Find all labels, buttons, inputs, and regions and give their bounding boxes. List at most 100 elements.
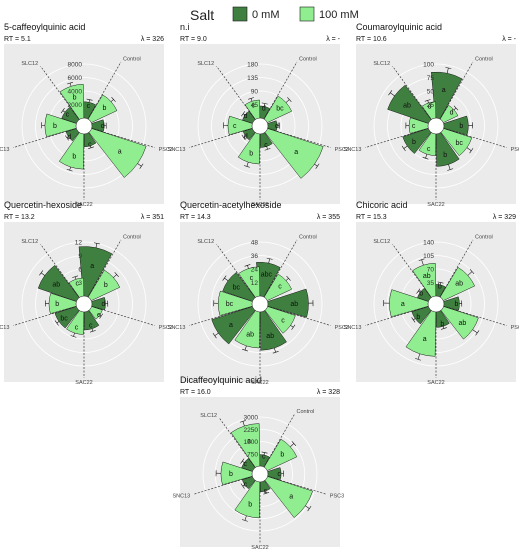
grid-circle xyxy=(21,241,147,367)
error-cap xyxy=(261,102,268,105)
error-cap xyxy=(239,420,246,423)
category-label: Control xyxy=(299,234,317,240)
category-label: Control xyxy=(297,409,315,415)
category-label: SAC22 xyxy=(427,380,444,386)
error-cap xyxy=(445,67,452,69)
category-label: SNC13 xyxy=(0,325,9,331)
error-bar xyxy=(40,272,45,276)
error-cap xyxy=(422,157,429,160)
grid-circle xyxy=(373,63,499,189)
significance-letter: c xyxy=(277,471,281,478)
error-cap xyxy=(54,320,59,326)
error-cap xyxy=(86,98,93,101)
error-bar xyxy=(246,162,249,167)
significance-letter: b xyxy=(53,123,57,130)
panel-rt: RT = 10.6 xyxy=(356,36,387,43)
category-label: Control xyxy=(123,56,141,62)
error-bar xyxy=(250,98,253,102)
category-label: SAC22 xyxy=(427,202,444,208)
error-cap xyxy=(240,458,245,464)
significance-letter: ab xyxy=(455,281,463,288)
tick-label: 3 xyxy=(78,280,82,287)
tick-label: 3000 xyxy=(244,415,259,422)
error-bar xyxy=(403,145,408,149)
significance-letter: bc xyxy=(226,301,234,308)
error-bar xyxy=(99,314,102,317)
error-bar xyxy=(91,328,94,332)
center-hole xyxy=(75,295,93,313)
error-cap xyxy=(248,97,254,100)
tick-label: 1500 xyxy=(244,439,259,446)
significance-letter: a xyxy=(247,438,251,445)
tick-label: 9 xyxy=(78,253,82,260)
error-cap xyxy=(437,281,444,284)
category-label: PSC3 xyxy=(511,147,519,153)
error-bar xyxy=(214,332,219,336)
error-cap xyxy=(241,111,246,117)
significance-letter: b xyxy=(55,301,59,308)
significance-letter: b xyxy=(104,282,108,289)
significance-letter: d xyxy=(101,123,105,130)
panel-lambda: λ = 329 xyxy=(493,214,516,221)
error-cap xyxy=(70,335,77,338)
significance-letter: d xyxy=(244,113,248,120)
significance-letter: ab xyxy=(423,273,431,280)
panel-rt: RT = 15.3 xyxy=(356,214,387,221)
error-bar xyxy=(268,258,270,264)
significance-letter: c xyxy=(66,111,70,118)
significance-letter: bc xyxy=(233,284,241,291)
significance-letter: c xyxy=(278,284,282,291)
tick-label: 140 xyxy=(423,240,434,247)
significance-letter: b xyxy=(249,151,253,158)
tick-label: 6 xyxy=(78,267,82,274)
grid-circle xyxy=(197,241,323,367)
error-bar xyxy=(285,99,290,103)
center-hole xyxy=(427,295,445,313)
significance-letter: ab xyxy=(290,301,298,308)
error-cap xyxy=(315,163,320,169)
significance-letter: a xyxy=(401,301,405,308)
significance-letter: b xyxy=(416,314,420,321)
panel-5: Chicoric acid RT = 15.3 λ = 329 Control PSC3… xyxy=(344,200,519,386)
category-label: Control xyxy=(475,56,493,62)
tick-label: 180 xyxy=(247,62,258,69)
significance-letter: ab xyxy=(246,332,254,339)
panel-3: Quercetin-hexoside RT = 13.2 λ = 351 Contro… xyxy=(0,200,173,386)
category-label: PSC3 xyxy=(335,147,349,153)
error-cap xyxy=(212,333,217,339)
category-label: Control xyxy=(475,234,493,240)
significance-letter: a xyxy=(118,148,122,155)
error-bar xyxy=(390,92,395,97)
error-cap xyxy=(72,275,79,278)
tick-label: 24 xyxy=(251,267,259,274)
center-hole xyxy=(251,465,269,483)
panel-lambda: λ = 328 xyxy=(317,389,340,396)
error-cap xyxy=(469,148,474,154)
error-bar xyxy=(244,515,247,521)
error-cap xyxy=(139,163,144,169)
category-label: SAC22 xyxy=(251,545,268,550)
error-cap xyxy=(416,288,421,294)
panels: 5-caffeoylquinic acid RT = 5.1 λ = 326 Cont… xyxy=(0,22,519,550)
error-cap xyxy=(291,441,297,446)
error-bar xyxy=(290,443,295,448)
error-cap xyxy=(307,505,312,512)
grid-circle xyxy=(373,241,499,367)
significance-letter: d xyxy=(428,104,432,111)
significance-letter: ab xyxy=(266,333,274,340)
legend-title: Salt xyxy=(190,7,214,23)
error-cap xyxy=(67,81,74,85)
panel-title: Quercetin-hexoside xyxy=(4,200,82,210)
error-cap xyxy=(286,275,291,281)
grid-circle xyxy=(35,77,133,175)
panel-4: Quercetin-acetylhexoside RT = 14.3 λ = 355… xyxy=(168,200,349,386)
tick-label: 25 xyxy=(427,102,435,109)
category-label: PSC3 xyxy=(159,325,173,331)
tick-label: 90 xyxy=(251,89,259,96)
error-bar xyxy=(73,332,75,337)
grid-circle xyxy=(21,63,147,189)
significance-letter: b xyxy=(419,291,423,298)
tick-label: 12 xyxy=(75,240,83,247)
significance-letter: c xyxy=(427,146,431,153)
